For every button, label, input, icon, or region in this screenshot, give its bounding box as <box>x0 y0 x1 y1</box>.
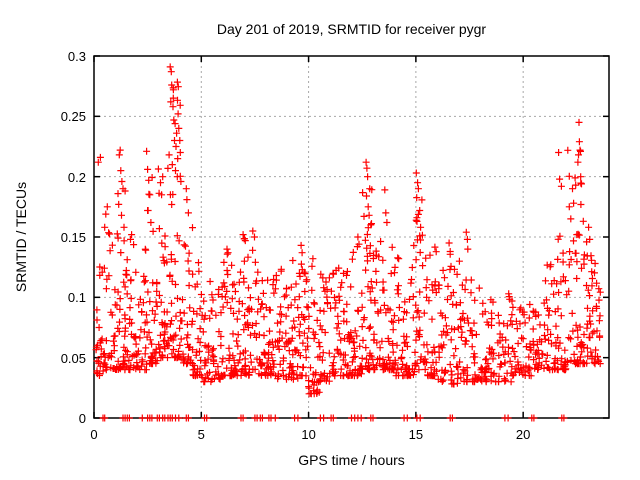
y-tick-label: 0.1 <box>67 290 86 306</box>
y-tick-label: 0.05 <box>60 350 86 366</box>
x-tick-label: 10 <box>301 427 316 442</box>
y-tick-label: 0.3 <box>67 49 86 64</box>
tick-marks <box>93 55 609 419</box>
y-tick-label: 0 <box>78 411 86 426</box>
chart-title: Day 201 of 2019, SRMTID for receiver pyg… <box>216 21 487 37</box>
y-tick-label: 0.15 <box>60 230 86 245</box>
scatter-points <box>92 63 604 422</box>
y-tick-label: 0.25 <box>60 109 86 125</box>
y-tick-label: 0.2 <box>67 169 86 185</box>
x-tick-label: 5 <box>197 427 205 442</box>
grid-lines <box>94 55 609 418</box>
x-tick-label: 0 <box>90 427 98 442</box>
x-tick-label: 15 <box>408 427 424 442</box>
x-tick-label: 20 <box>515 427 531 442</box>
x-axis-label: GPS time / hours <box>298 452 405 468</box>
plot-border <box>93 55 610 419</box>
